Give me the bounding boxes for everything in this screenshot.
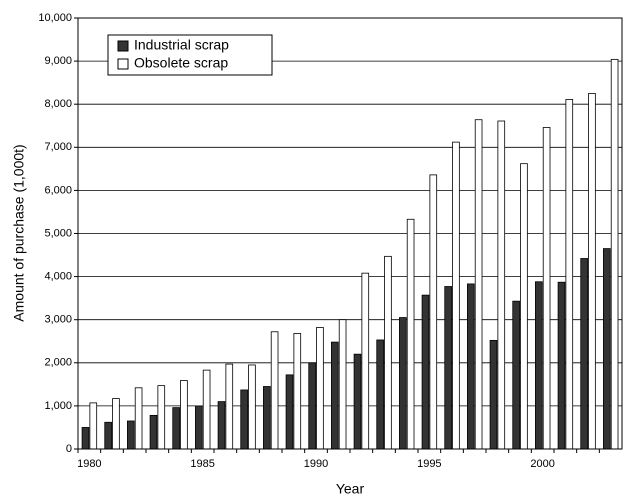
bar [308, 362, 316, 450]
bar [565, 99, 574, 450]
bar [474, 119, 483, 450]
bar [217, 401, 226, 450]
bar [535, 281, 543, 450]
bar [225, 363, 234, 450]
x-tick-label: 2000 [530, 458, 554, 470]
y-tick-label: 1,000 [44, 400, 72, 412]
bar [127, 420, 135, 450]
bar [202, 369, 211, 450]
bar [557, 281, 566, 450]
bar [157, 385, 166, 450]
bar [497, 120, 506, 450]
y-tick-label: 8,000 [44, 98, 72, 110]
bar [520, 163, 528, 450]
bar [429, 174, 438, 450]
legend-swatch [117, 58, 129, 70]
bar [406, 218, 415, 450]
bar [467, 283, 475, 450]
bar [452, 141, 460, 450]
bar [542, 127, 551, 450]
bar [316, 327, 324, 450]
bar [180, 380, 188, 450]
bar [263, 386, 271, 450]
y-tick-label: 3,000 [44, 314, 72, 326]
bar [603, 248, 611, 450]
x-tick-label: 1990 [304, 458, 328, 470]
bar [361, 272, 370, 450]
x-tick-label: 1980 [77, 458, 101, 470]
legend-label: Industrial scrap [134, 37, 229, 53]
bar [444, 286, 452, 450]
bar [376, 339, 384, 450]
bar [384, 255, 392, 450]
bar [580, 258, 588, 450]
legend-label: Obsolete scrap [134, 55, 228, 71]
legend-swatch [117, 40, 129, 52]
bar [331, 341, 339, 450]
bar [195, 405, 203, 450]
bar [421, 294, 430, 450]
bar [399, 317, 407, 450]
bar [293, 333, 302, 450]
bar [104, 421, 112, 450]
y-tick-label: 10,000 [38, 12, 72, 24]
y-tick-label: 4,000 [44, 271, 72, 283]
bar [285, 374, 294, 450]
y-tick-label: 5,000 [44, 227, 72, 239]
bar [270, 331, 279, 450]
bar [112, 398, 120, 450]
bar [149, 414, 158, 450]
bar [489, 339, 498, 450]
bar [512, 300, 520, 450]
y-tick-label: 9,000 [44, 55, 72, 67]
bar [338, 319, 347, 450]
x-axis-title: Year [336, 481, 365, 497]
y-tick-label: 2,000 [44, 357, 72, 369]
y-tick-label: 7,000 [44, 141, 72, 153]
x-tick-label: 1995 [417, 458, 441, 470]
y-tick-label: 0 [66, 443, 72, 455]
bar [240, 389, 248, 450]
y-axis-title: Amount of purchase (1,000t) [11, 144, 27, 321]
bar [248, 364, 256, 450]
bar [588, 93, 596, 450]
bar [610, 58, 619, 450]
x-tick-label: 1985 [190, 458, 214, 470]
plot-frame [77, 17, 623, 450]
bar [89, 402, 98, 450]
bar [172, 407, 180, 450]
y-tick-label: 6,000 [44, 184, 72, 196]
bar [353, 353, 362, 450]
bar [81, 427, 90, 450]
legend-box [107, 34, 273, 76]
bar [134, 387, 143, 450]
